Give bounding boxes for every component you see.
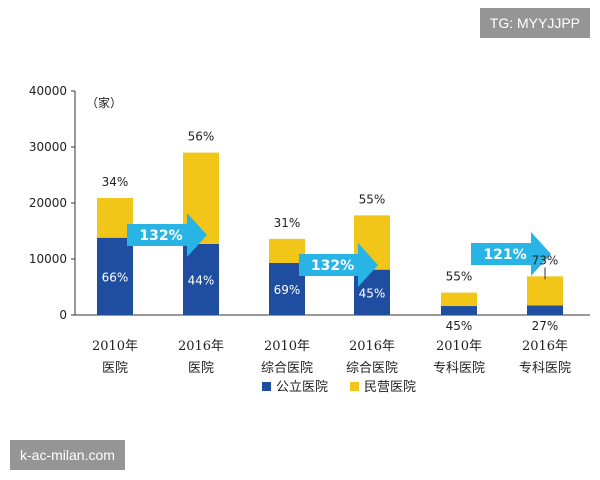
category-label-year: 2016年 [349, 339, 395, 354]
bar-public [183, 243, 219, 315]
category-label-type: 医院 [188, 361, 214, 376]
private-share-label: 31% [274, 216, 301, 230]
y-unit-label: （家） [86, 95, 122, 110]
public-share-label: 66% [102, 270, 129, 284]
growth-label: 132% [139, 228, 182, 244]
private-share-label: 56% [188, 130, 215, 144]
public-share-label: 45% [446, 319, 473, 333]
category-label-type: 专科医院 [433, 361, 485, 376]
category-label-year: 2010年 [264, 339, 310, 354]
category-label-year: 2016年 [178, 339, 224, 354]
bar-public [97, 237, 133, 315]
bar-private [441, 292, 477, 307]
public-share-label: 69% [274, 283, 301, 297]
private-share-label: 73% [532, 253, 559, 267]
y-tick-label: 0 [59, 308, 67, 322]
category-label-type: 医院 [102, 361, 128, 376]
y-tick-label: 20000 [29, 196, 67, 210]
legend: 公立医院 民营医院 [262, 380, 416, 395]
category-label-type: 专科医院 [519, 361, 571, 376]
private-share-label: 55% [359, 192, 386, 206]
y-tick-label: 40000 [29, 84, 67, 98]
legend-item-private-label: 民营医院 [364, 380, 416, 395]
legend-item-private-swatch [350, 382, 359, 391]
bar-public [441, 306, 477, 315]
public-share-label: 27% [532, 319, 559, 333]
y-tick-label: 10000 [29, 252, 67, 266]
public-share-label: 44% [188, 273, 215, 287]
axis-layer: 0 10000 20000 30000 40000 （家） [29, 84, 590, 322]
category-label-year: 2010年 [436, 339, 482, 354]
growth-label: 121% [483, 247, 526, 263]
watermark-bottom-left: k-ac-milan.com [10, 440, 125, 470]
category-label-year: 2016年 [522, 339, 568, 354]
legend-item-public-swatch [262, 382, 271, 391]
y-tick-label: 30000 [29, 140, 67, 154]
growth-label: 132% [311, 258, 354, 274]
arrow-layer [127, 213, 551, 287]
bar-private [527, 276, 563, 306]
private-share-label: 55% [446, 270, 473, 284]
legend-item-public-label: 公立医院 [276, 380, 328, 395]
watermark-top-right: TG: MYYJJPP [479, 8, 590, 38]
category-label-year: 2010年 [92, 339, 138, 354]
bar-layer [97, 152, 563, 315]
growth-arrow [127, 213, 207, 257]
private-share-label: 34% [102, 175, 129, 189]
category-label-type: 综合医院 [261, 361, 313, 376]
public-share-label: 45% [359, 286, 386, 300]
category-label-type: 综合医院 [346, 361, 398, 376]
growth-arrow [471, 232, 551, 276]
growth-arrow [299, 243, 378, 287]
bar-public [527, 305, 563, 315]
